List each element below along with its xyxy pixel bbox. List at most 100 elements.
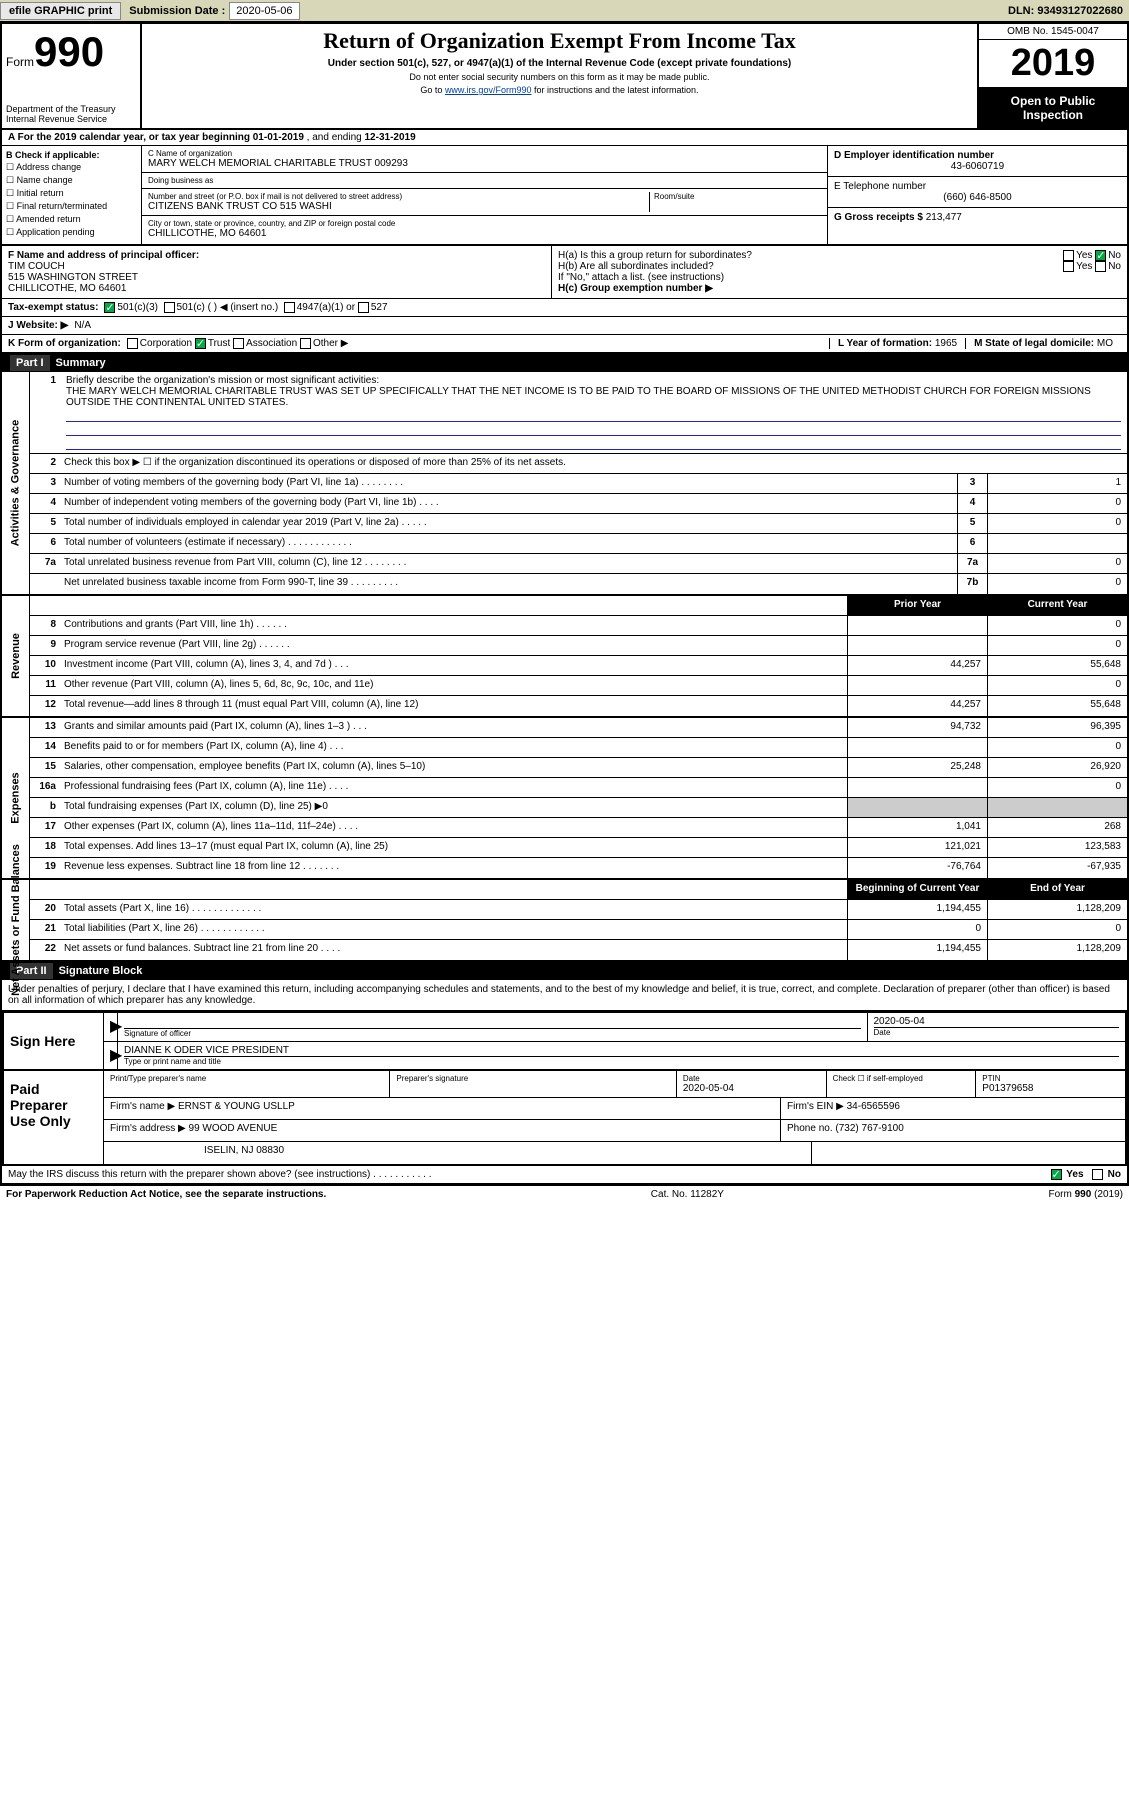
chk-initial[interactable]: Initial return bbox=[6, 188, 137, 199]
footer-mid: Cat. No. 11282Y bbox=[651, 1189, 724, 1200]
chk-other[interactable] bbox=[300, 338, 311, 349]
row-3: 3Number of voting members of the governi… bbox=[30, 474, 1127, 494]
street: CITIZENS BANK TRUST CO 515 WASHI bbox=[148, 201, 649, 212]
city-cell: City or town, state or province, country… bbox=[142, 216, 827, 242]
row-21: 21Total liabilities (Part X, line 26) . … bbox=[30, 920, 1127, 940]
hb-no[interactable] bbox=[1095, 261, 1106, 272]
department: Department of the Treasury Internal Reve… bbox=[6, 104, 136, 124]
chk-assoc[interactable] bbox=[233, 338, 244, 349]
tax-status-row: Tax-exempt status: 501(c)(3) 501(c) ( ) … bbox=[2, 299, 1127, 317]
part2-header: Part IISignature Block bbox=[2, 962, 1127, 980]
chk-corp[interactable] bbox=[127, 338, 138, 349]
row-17: 17Other expenses (Part IX, column (A), l… bbox=[30, 818, 1127, 838]
header-mid: Return of Organization Exempt From Incom… bbox=[142, 24, 977, 128]
chk-name[interactable]: Name change bbox=[6, 175, 137, 186]
preparer-block: Paid Preparer Use Only Print/Type prepar… bbox=[2, 1071, 1127, 1166]
submission-label: Submission Date : bbox=[125, 5, 229, 17]
ein: 43-6060719 bbox=[834, 161, 1121, 172]
dba-cell: Doing business as bbox=[142, 173, 827, 189]
ha-no[interactable] bbox=[1095, 250, 1106, 261]
irs-link[interactable]: www.irs.gov/Form990 bbox=[445, 85, 532, 95]
chk-address[interactable]: Address change bbox=[6, 162, 137, 173]
sign-here-block: Sign Here ▶ Signature of officer 2020-05… bbox=[2, 1012, 1127, 1071]
row-4: 4Number of independent voting members of… bbox=[30, 494, 1127, 514]
ha-yes[interactable] bbox=[1063, 250, 1074, 261]
ptin: P01379658 bbox=[982, 1083, 1119, 1094]
chk-trust[interactable] bbox=[195, 338, 206, 349]
col-b: B Check if applicable: Address change Na… bbox=[2, 146, 142, 244]
row-klm: K Form of organization: Corporation Trus… bbox=[2, 335, 1127, 354]
footer-left: For Paperwork Reduction Act Notice, see … bbox=[6, 1189, 326, 1200]
row-18: 18Total expenses. Add lines 13–17 (must … bbox=[30, 838, 1127, 858]
netassets-section: Net Assets or Fund Balances Beginning of… bbox=[2, 880, 1127, 962]
row-7b: Net unrelated business taxable income fr… bbox=[30, 574, 1127, 594]
sidebar-activities: Activities & Governance bbox=[2, 372, 30, 594]
instruction-2: Go to www.irs.gov/Form990 for instructio… bbox=[150, 85, 969, 95]
row-16b: bTotal fundraising expenses (Part IX, co… bbox=[30, 798, 1127, 818]
form-header: Form990 Department of the Treasury Inter… bbox=[2, 24, 1127, 130]
chk-final[interactable]: Final return/terminated bbox=[6, 201, 137, 212]
form-subtitle: Under section 501(c), 527, or 4947(a)(1)… bbox=[150, 58, 969, 69]
line-a: A For the 2019 calendar year, or tax yea… bbox=[2, 130, 1127, 146]
ein-cell: D Employer identification number 43-6060… bbox=[828, 146, 1127, 177]
discuss-yes[interactable] bbox=[1051, 1169, 1062, 1180]
sig-row-1: ▶ Signature of officer 2020-05-04Date bbox=[104, 1013, 1125, 1042]
row-8: 8Contributions and grants (Part VIII, li… bbox=[30, 616, 1127, 636]
efile-print-button[interactable]: efile GRAPHIC print bbox=[0, 2, 121, 20]
chk-501c3[interactable] bbox=[104, 302, 115, 313]
discuss-no[interactable] bbox=[1092, 1169, 1103, 1180]
arrow-icon: ▶ bbox=[104, 1042, 118, 1069]
row-10: 10Investment income (Part VIII, column (… bbox=[30, 656, 1127, 676]
row-f-h: F Name and address of principal officer:… bbox=[2, 246, 1127, 299]
sidebar-netassets: Net Assets or Fund Balances bbox=[2, 880, 30, 960]
tax-year: 2019 bbox=[979, 40, 1127, 88]
chk-527[interactable] bbox=[358, 302, 369, 313]
row-2: 2 Check this box ▶ ☐ if the organization… bbox=[30, 454, 1127, 474]
preparer-label: Paid Preparer Use Only bbox=[4, 1071, 104, 1164]
row-7a: 7aTotal unrelated business revenue from … bbox=[30, 554, 1127, 574]
org-name: MARY WELCH MEMORIAL CHARITABLE TRUST 009… bbox=[148, 158, 821, 169]
org-name-cell: C Name of organization MARY WELCH MEMORI… bbox=[142, 146, 827, 173]
row-14: 14Benefits paid to or for members (Part … bbox=[30, 738, 1127, 758]
sidebar-revenue: Revenue bbox=[2, 596, 30, 716]
year-formation: 1965 bbox=[935, 338, 957, 349]
col-d: D Employer identification number 43-6060… bbox=[827, 146, 1127, 244]
firm-name: ERNST & YOUNG USLLP bbox=[178, 1101, 295, 1112]
info-grid: B Check if applicable: Address change Na… bbox=[2, 146, 1127, 246]
efile-topbar: efile GRAPHIC print Submission Date : 20… bbox=[0, 0, 1129, 22]
city: CHILLICOTHE, MO 64601 bbox=[148, 228, 821, 239]
chk-pending[interactable]: Application pending bbox=[6, 227, 137, 238]
prep-row-3: Firm's address ▶ 99 WOOD AVENUE Phone no… bbox=[104, 1120, 1125, 1142]
officer-name: DIANNE K ODER VICE PRESIDENT bbox=[124, 1045, 1119, 1056]
chk-4947[interactable] bbox=[284, 302, 295, 313]
state-domicile: MO bbox=[1097, 338, 1113, 349]
gross-cell: G Gross receipts $ 213,477 bbox=[828, 208, 1127, 227]
row-6: 6Total number of volunteers (estimate if… bbox=[30, 534, 1127, 554]
hb-yes[interactable] bbox=[1063, 261, 1074, 272]
revenue-section: Revenue Prior YearCurrent Year 8Contribu… bbox=[2, 596, 1127, 718]
row-11: 11Other revenue (Part VIII, column (A), … bbox=[30, 676, 1127, 696]
sig-row-2: ▶ DIANNE K ODER VICE PRESIDENTType or pr… bbox=[104, 1042, 1125, 1069]
omb-number: OMB No. 1545-0047 bbox=[979, 24, 1127, 40]
activities-section: Activities & Governance 1 Briefly descri… bbox=[2, 372, 1127, 596]
chk-501c[interactable] bbox=[164, 302, 175, 313]
form-title: Return of Organization Exempt From Incom… bbox=[150, 28, 969, 54]
row-5: 5Total number of individuals employed in… bbox=[30, 514, 1127, 534]
header-left: Form990 Department of the Treasury Inter… bbox=[2, 24, 142, 128]
footer-right: Form 990 (2019) bbox=[1049, 1189, 1123, 1200]
row-20: 20Total assets (Part X, line 16) . . . .… bbox=[30, 900, 1127, 920]
website-row: J Website: ▶ N/A bbox=[2, 317, 1127, 335]
row-22: 22Net assets or fund balances. Subtract … bbox=[30, 940, 1127, 960]
dln: DLN: 93493127022680 bbox=[1008, 5, 1129, 17]
chk-amended[interactable]: Amended return bbox=[6, 214, 137, 225]
mission-row: 1 Briefly describe the organization's mi… bbox=[30, 372, 1127, 454]
revenue-hdr: Prior YearCurrent Year bbox=[30, 596, 1127, 616]
prep-row-2: Firm's name ▶ ERNST & YOUNG USLLP Firm's… bbox=[104, 1098, 1125, 1120]
row-19: 19Revenue less expenses. Subtract line 1… bbox=[30, 858, 1127, 878]
col-c: C Name of organization MARY WELCH MEMORI… bbox=[142, 146, 827, 244]
form-number: Form990 bbox=[6, 28, 136, 76]
instruction-1: Do not enter social security numbers on … bbox=[150, 72, 969, 82]
submission-date: 2020-05-06 bbox=[229, 2, 299, 20]
header-right: OMB No. 1545-0047 2019 Open to Public In… bbox=[977, 24, 1127, 128]
telephone: (660) 646-8500 bbox=[834, 192, 1121, 203]
